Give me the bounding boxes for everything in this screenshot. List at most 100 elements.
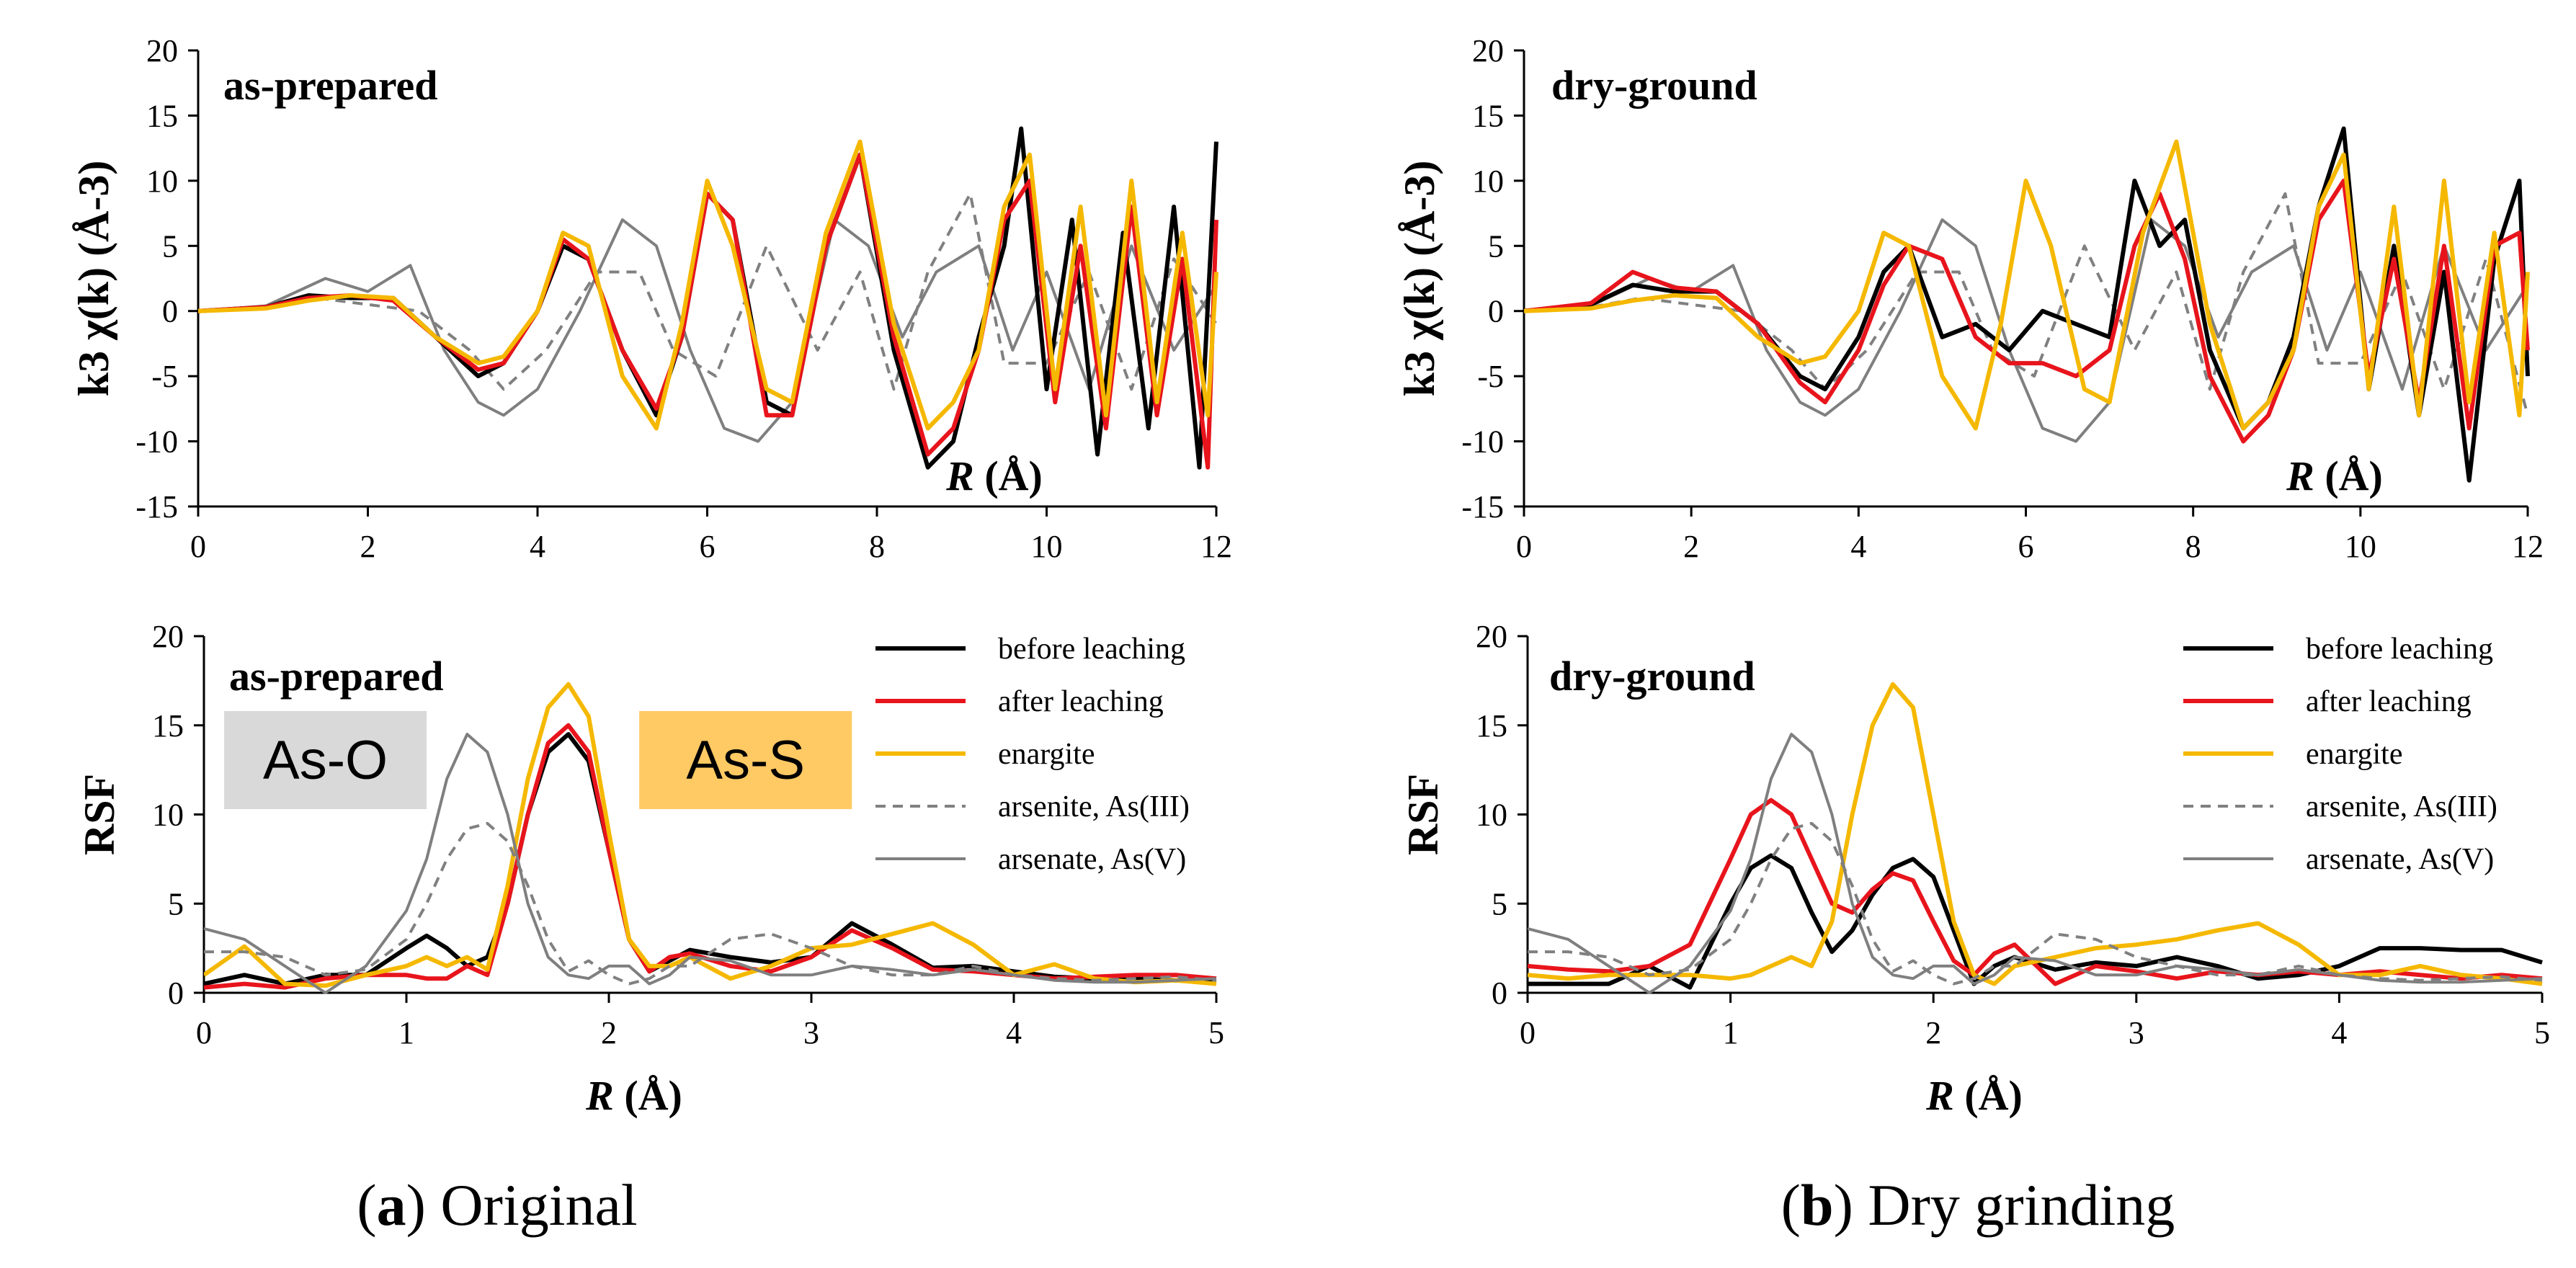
y-tick-label: 0	[168, 975, 184, 1011]
series-arsenate	[1528, 733, 2543, 994]
y-tick-label: 10	[1472, 164, 1504, 199]
y-tick-label: 0	[1492, 975, 1507, 1011]
x-tick-label: 10	[1031, 529, 1063, 564]
x-axis-label: R (Å)	[2286, 452, 2383, 499]
series-after	[1528, 798, 2543, 986]
x-tick-label: 3	[803, 1015, 819, 1050]
y-tick-label: 10	[146, 164, 178, 199]
series-before	[198, 126, 1218, 470]
caption-b: (b) Dry grinding	[1781, 1172, 2175, 1238]
series-group	[204, 682, 1217, 994]
x-tick-label: 8	[869, 529, 885, 564]
y-tick-label: -15	[1461, 489, 1504, 524]
x-tick-label: 12	[2512, 529, 2544, 564]
caption-a: (a) Original	[357, 1172, 637, 1238]
x-tick-label: 2	[1925, 1015, 1941, 1050]
x-tick-label: 0	[190, 529, 206, 564]
y-tick-label: -15	[135, 489, 178, 524]
x-tick-label: 5	[1208, 1015, 1224, 1050]
y-tick-label: 10	[152, 798, 184, 833]
y-tick-label: 15	[1472, 98, 1504, 133]
panel-title: as-prepared	[223, 62, 438, 109]
x-tick-label: 4	[1006, 1015, 1022, 1050]
legend-label-arsenate: arsenate, As(V)	[998, 843, 1186, 876]
panel-title: dry-ground	[1549, 653, 1755, 700]
x-tick-label: 8	[2185, 529, 2201, 564]
panel-a-k-space: 20 15 10 5 0 -5 -10 -15 0 2 4 6 8 10 12 as-prepared k3 χ…	[70, 33, 1232, 564]
caption-b-letter: b	[1801, 1172, 1834, 1238]
series-arsenate	[198, 218, 1218, 443]
y-tick-label: 0	[162, 294, 178, 329]
y-axis-label: RSF	[76, 774, 123, 855]
series-enargite	[204, 682, 1217, 988]
series-arsenite	[204, 821, 1217, 986]
y-tick-label: 5	[162, 228, 178, 264]
series-arsenite	[1528, 821, 2543, 986]
y-tick-label: 0	[1488, 294, 1504, 329]
legend-label-arsenate: arsenate, As(V)	[2306, 843, 2494, 876]
y-tick-label: 15	[146, 98, 178, 133]
x-axis-label: R (Å)	[945, 452, 1043, 499]
legend-label-before: before leaching	[2306, 633, 2493, 666]
panel-b-r-space: 20 15 10 5 00 1 2 3 4 5 dry-ground RSF R (Å) before l…	[1399, 619, 2550, 1119]
legend-label-enargite: enargite	[998, 738, 1095, 771]
y-tick-label: 15	[1476, 708, 1507, 744]
panel-title: dry-ground	[1551, 62, 1757, 109]
y-tick-label: 20	[152, 619, 184, 654]
x-label-r: R	[1925, 1072, 1954, 1119]
x-tick-label: 2	[601, 1015, 617, 1050]
caption-b-text: Dry grinding	[1868, 1172, 2175, 1238]
series-group	[1528, 682, 2543, 994]
panel-b-k-space: 20 15 10 5 0 -5 -10 -15 0 2 4 6 8 10 12 dry-ground k3 χ(…	[1396, 33, 2544, 564]
x-tick-label: 12	[1200, 529, 1232, 564]
x-tick-label: 6	[2018, 529, 2034, 564]
y-tick-label: 5	[1492, 886, 1507, 921]
legend-label-after: after leaching	[2306, 685, 2472, 718]
x-label-r: R	[585, 1072, 614, 1119]
y-axis-label: k3 χ(k) (Å-3)	[1396, 161, 1443, 397]
y-tick-label: -5	[151, 359, 178, 394]
y-tick-label: 15	[152, 708, 184, 744]
x-label-unit: (Å)	[974, 452, 1043, 499]
y-tick-label: -5	[1477, 359, 1504, 394]
x-label-r: R	[2286, 452, 2314, 499]
x-tick-label: 5	[2534, 1015, 2550, 1050]
series-group	[1524, 126, 2530, 483]
legend-label-arsenite: arsenite, As(III)	[998, 790, 1190, 823]
x-tick-label: 4	[1850, 529, 1866, 564]
x-tick-label: 4	[530, 529, 545, 564]
x-tick-label: 1	[398, 1015, 414, 1050]
caption-a-letter: a	[377, 1172, 406, 1238]
y-tick-label: 10	[1476, 798, 1507, 833]
x-tick-label: 6	[700, 529, 716, 564]
y-tick-label: -10	[135, 424, 178, 460]
y-axis-label: RSF	[1399, 774, 1447, 855]
region-label-0: As-O	[263, 730, 388, 791]
x-label-unit: (Å)	[614, 1072, 682, 1119]
series-enargite	[1528, 682, 2543, 986]
legend-label-enargite: enargite	[2306, 738, 2403, 771]
series-arsenite	[1524, 192, 2529, 416]
x-label-unit: (Å)	[2314, 452, 2383, 499]
x-tick-label: 10	[2345, 529, 2376, 564]
x-tick-label: 0	[1516, 529, 1532, 564]
series-after	[1524, 178, 2530, 444]
x-tick-label: 2	[1683, 529, 1699, 564]
legend-label-before: before leaching	[998, 633, 1185, 666]
y-tick-label: 20	[1472, 33, 1504, 68]
legend-label-after: after leaching	[998, 685, 1164, 718]
series-enargite	[1524, 139, 2530, 431]
x-tick-label: 0	[196, 1015, 212, 1050]
panel-title: as-prepared	[229, 653, 444, 700]
region-box-1	[639, 710, 852, 810]
x-tick-label: 4	[2331, 1015, 2347, 1050]
x-tick-label: 0	[1520, 1015, 1536, 1050]
caption-a-text: Original	[440, 1172, 637, 1238]
x-label-r: R	[945, 452, 974, 499]
x-label-unit: (Å)	[1954, 1072, 2023, 1119]
y-tick-label: 5	[1488, 228, 1504, 264]
legend-label-arsenite: arsenite, As(III)	[2306, 790, 2497, 823]
region-label-1: As-S	[686, 730, 805, 791]
x-tick-label: 3	[2129, 1015, 2144, 1050]
